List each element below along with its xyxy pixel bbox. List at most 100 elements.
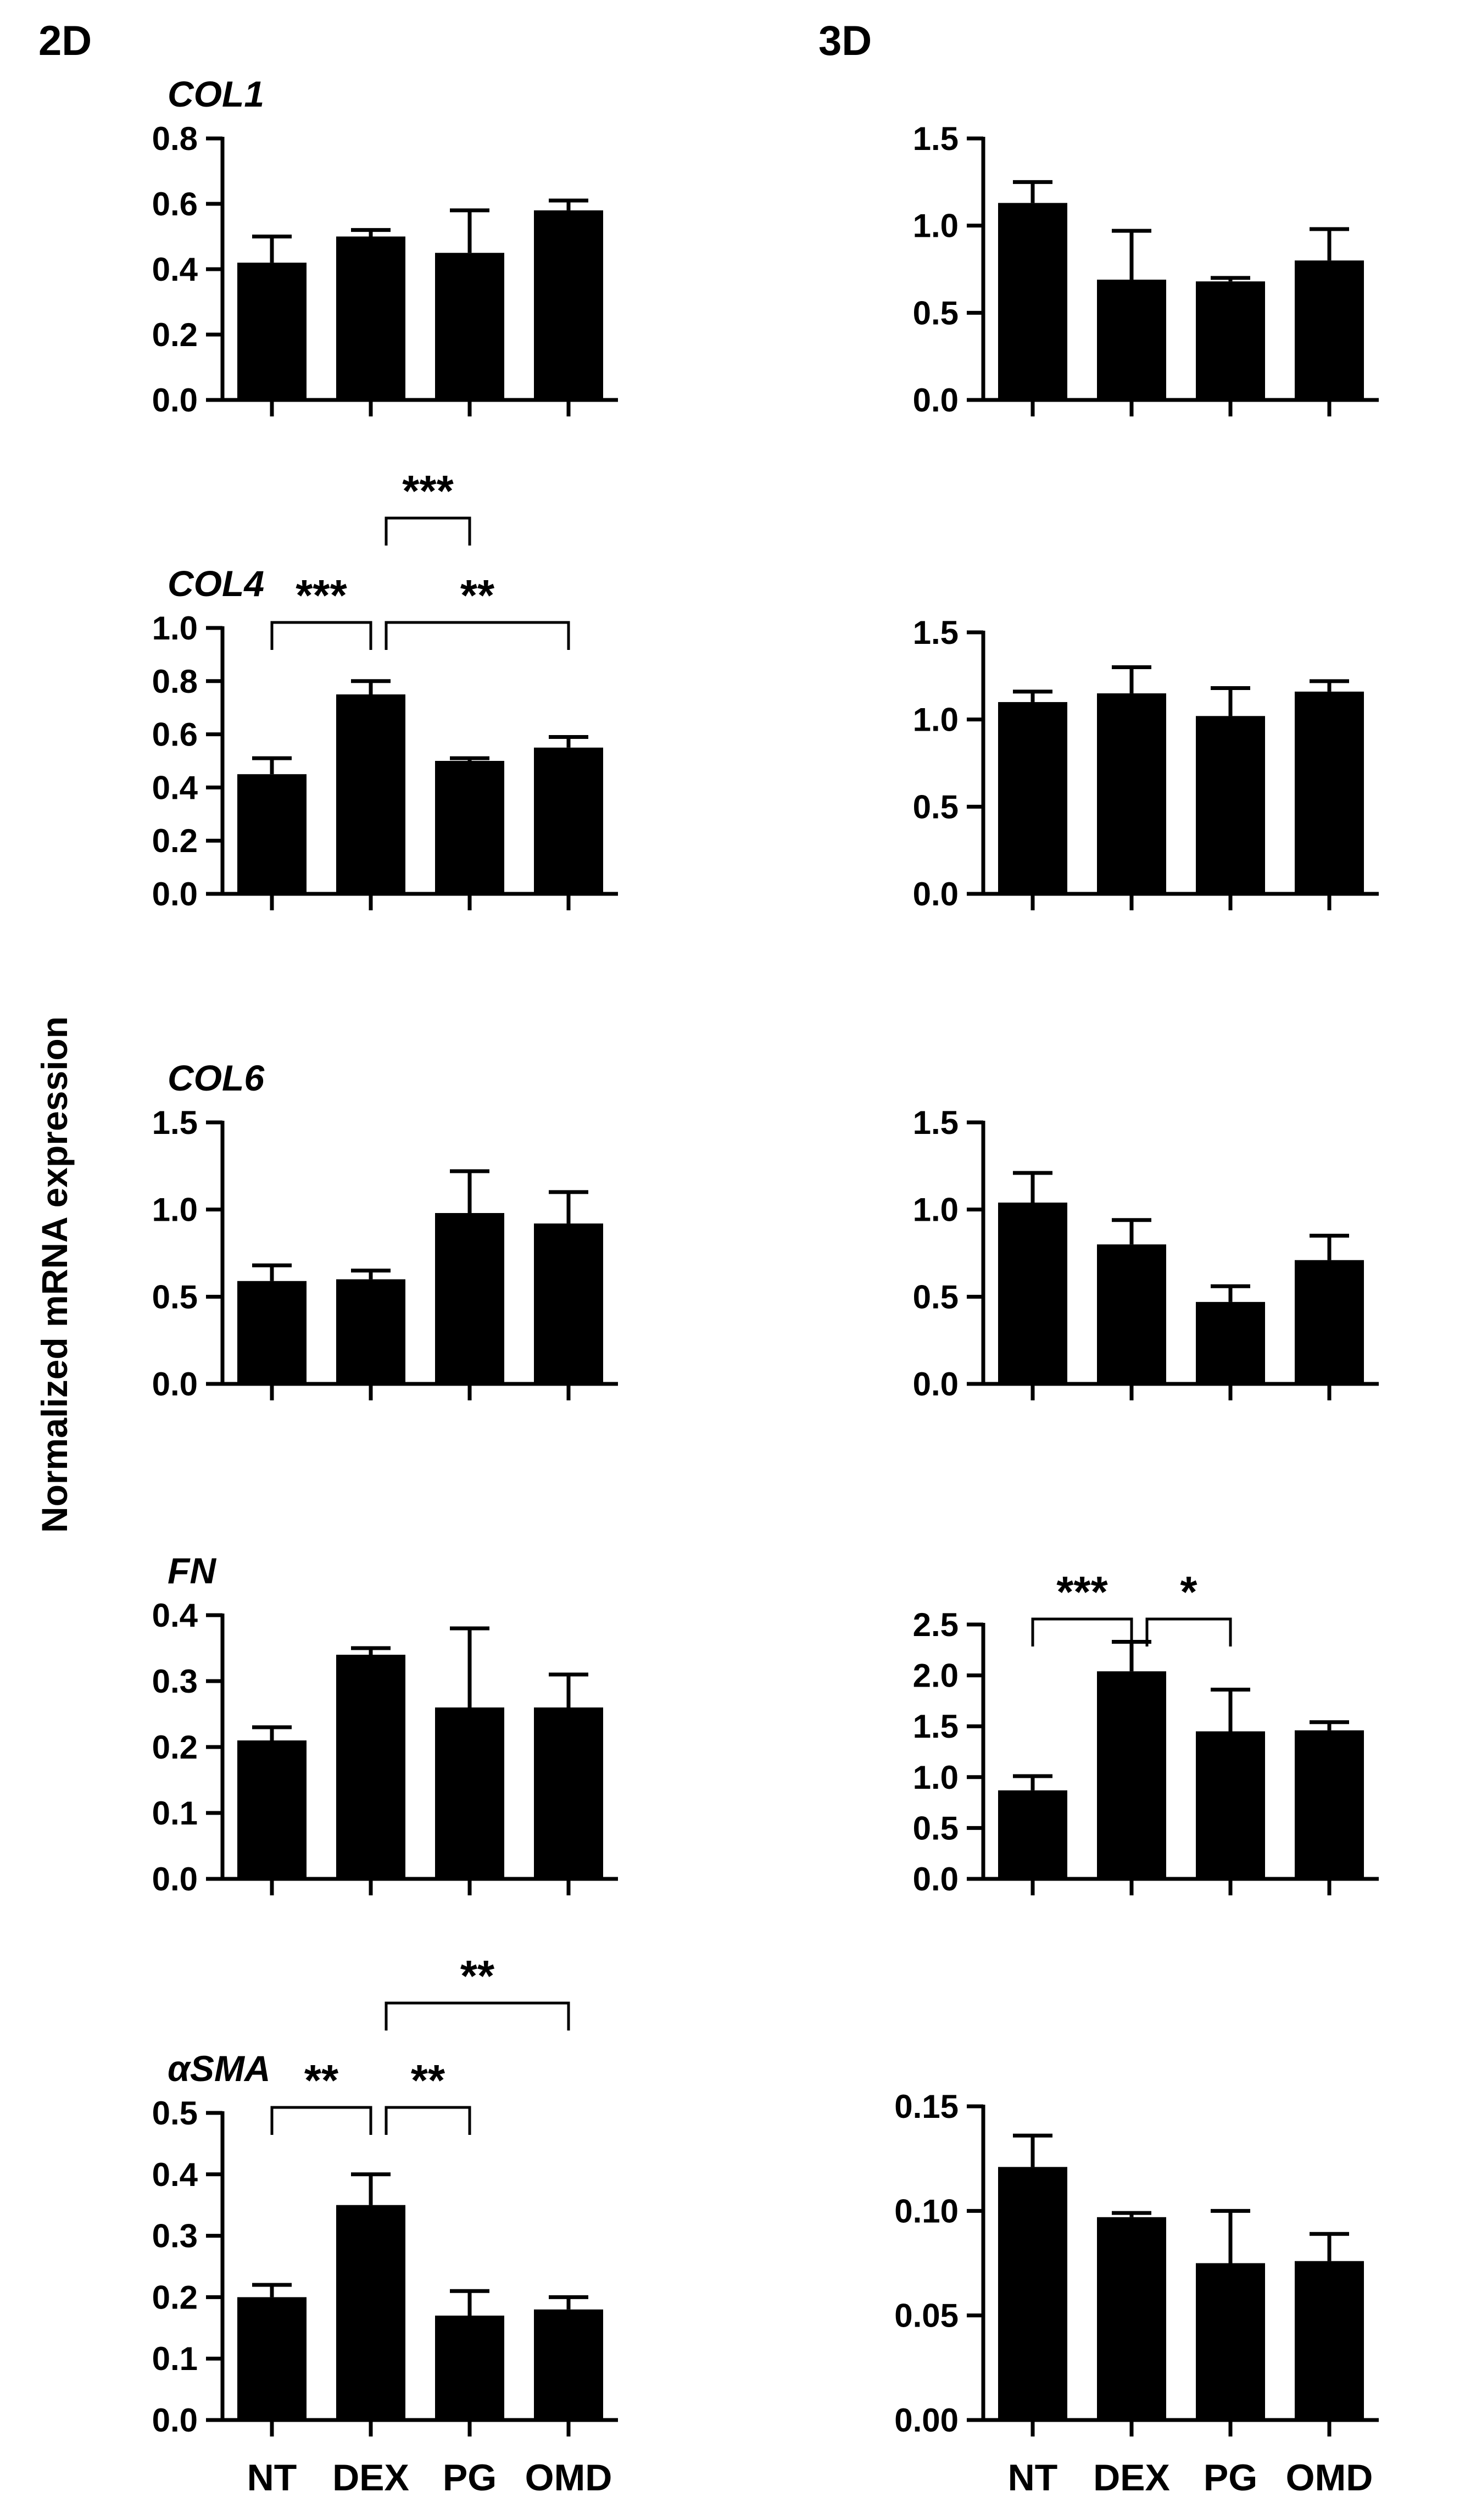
bar-DEX bbox=[336, 236, 405, 400]
y-tick-label: 0.0 bbox=[913, 382, 959, 419]
y-tick-label: 1.0 bbox=[913, 702, 959, 738]
bar-OMD bbox=[534, 1707, 603, 1879]
y-tick-label: 1.5 bbox=[152, 1104, 198, 1141]
panel-3D-COL6: 0.0 0.5 1.0 1.5 bbox=[913, 1104, 1379, 1403]
bar-NT bbox=[237, 1740, 307, 1879]
panel-3D-aSMA: 0.00 0.05 0.10 0.15 NT DEX PG OMD bbox=[894, 2088, 1379, 2499]
significance-bracket bbox=[270, 2106, 372, 2135]
x-tick-label-OMD: OMD bbox=[525, 2457, 612, 2499]
x-tick-label-DEX: DEX bbox=[1093, 2457, 1170, 2499]
significance-bracket bbox=[385, 2106, 471, 2135]
significance-label: ** bbox=[460, 571, 495, 620]
y-tick-label: 0.1 bbox=[152, 2340, 198, 2377]
significance-label: ** bbox=[460, 1951, 495, 2000]
bar-NT bbox=[998, 2167, 1067, 2420]
y-tick-label: 2.5 bbox=[913, 1606, 959, 1643]
y-tick-label: 0.0 bbox=[913, 1861, 959, 1898]
panel-3D-COL4: 0.0 0.5 1.0 1.5 bbox=[913, 614, 1379, 913]
y-tick-label: 0.2 bbox=[152, 2279, 198, 2316]
y-tick-label: 0.3 bbox=[152, 1663, 198, 1700]
significance-label: ** bbox=[304, 2056, 339, 2105]
y-tick-label: 0.0 bbox=[152, 2402, 198, 2439]
bar-DEX bbox=[336, 1279, 405, 1384]
x-tick-label-PG: PG bbox=[1204, 2457, 1257, 2499]
y-tick-label: 0.6 bbox=[152, 186, 198, 222]
bar-NT bbox=[237, 263, 307, 400]
y-tick-label: 1.5 bbox=[913, 1708, 959, 1745]
y-tick-label: 0.5 bbox=[913, 294, 959, 331]
significance-bracket bbox=[385, 2001, 570, 2031]
column-title-2d: 2D bbox=[38, 18, 92, 64]
bar-OMD bbox=[1295, 2261, 1364, 2420]
bar-NT bbox=[998, 203, 1067, 400]
significance-label: *** bbox=[402, 466, 454, 515]
bar-NT bbox=[998, 1790, 1067, 1879]
y-tick-label: 0.0 bbox=[913, 1366, 959, 1403]
bar-NT bbox=[237, 1281, 307, 1384]
y-tick-label: 0.2 bbox=[152, 316, 198, 353]
bar-OMD bbox=[534, 2309, 603, 2420]
significance-bracket bbox=[270, 621, 372, 650]
y-tick-label: 0.4 bbox=[152, 1597, 198, 1634]
bar-DEX bbox=[336, 1655, 405, 1879]
y-tick-label: 1.5 bbox=[913, 120, 959, 157]
panel-3D-COL1: 0.0 0.5 1.0 1.5 bbox=[913, 120, 1379, 419]
bar-DEX bbox=[1097, 280, 1166, 400]
y-axis-label: Normalized mRNA expression bbox=[34, 1016, 75, 1533]
bar-OMD bbox=[534, 747, 603, 894]
bar-DEX bbox=[336, 2205, 405, 2420]
significance-bracket bbox=[385, 516, 471, 546]
bar-PG bbox=[1196, 716, 1265, 894]
bar-PG bbox=[435, 2315, 504, 2420]
y-tick-label: 0.15 bbox=[894, 2088, 959, 2125]
y-tick-label: 0.4 bbox=[152, 769, 198, 806]
significance-label: *** bbox=[1056, 1567, 1108, 1616]
y-tick-label: 1.5 bbox=[913, 614, 959, 651]
bar-NT bbox=[998, 702, 1067, 894]
y-tick-label: 0.0 bbox=[913, 876, 959, 913]
significance-bracket bbox=[385, 621, 570, 650]
bar-OMD bbox=[1295, 1730, 1364, 1879]
panel-3D-FN: 0.00.51.01.52.02.5*** * bbox=[913, 1567, 1379, 1898]
x-tick-label-PG: PG bbox=[443, 2457, 497, 2499]
bar-PG bbox=[435, 253, 504, 400]
bar-OMD bbox=[1295, 1260, 1364, 1384]
significance-bracket bbox=[1145, 1617, 1232, 1646]
y-tick-label: 0.6 bbox=[152, 716, 198, 753]
x-tick-label-OMD: OMD bbox=[1286, 2457, 1373, 2499]
y-tick-label: 0.4 bbox=[152, 251, 198, 288]
panel-2D-COL6: COL6 0.0 0.5 1.0 1.5 bbox=[152, 1058, 618, 1403]
bar-DEX bbox=[1097, 1244, 1166, 1384]
significance-bracket bbox=[1031, 1617, 1133, 1646]
y-tick-label: 0.05 bbox=[894, 2298, 959, 2334]
panel-title: COL6 bbox=[168, 1058, 265, 1098]
y-tick-label: 0.3 bbox=[152, 2218, 198, 2255]
y-tick-label: 1.0 bbox=[152, 610, 198, 647]
bar-PG bbox=[1196, 281, 1265, 400]
bar-OMD bbox=[534, 1223, 603, 1384]
bar-PG bbox=[1196, 1301, 1265, 1384]
bar-DEX bbox=[1097, 2217, 1166, 2420]
panel-title: COL1 bbox=[168, 74, 264, 114]
bar-PG bbox=[1196, 1731, 1265, 1879]
panel-title: αSMA bbox=[168, 2048, 271, 2089]
panel-title: COL4 bbox=[168, 563, 264, 604]
y-tick-label: 0.0 bbox=[152, 1861, 198, 1898]
bar-DEX bbox=[1097, 693, 1166, 894]
panel-title: FN bbox=[168, 1550, 216, 1591]
y-tick-label: 0.5 bbox=[913, 1278, 959, 1315]
y-tick-label: 0.1 bbox=[152, 1795, 198, 1832]
significance-label: ** bbox=[411, 2056, 445, 2105]
chart-panels: COL10.00.20.40.60.80.00.51.01.5COL40.00.… bbox=[152, 74, 1379, 2499]
panel-2D-FN: FN 0.0 0.1 0.2 0.3 0.4 bbox=[152, 1550, 618, 1898]
y-tick-label: 1.0 bbox=[152, 1192, 198, 1228]
bar-OMD bbox=[534, 210, 603, 400]
bar-NT bbox=[237, 774, 307, 894]
y-tick-label: 0.0 bbox=[152, 1366, 198, 1403]
bar-NT bbox=[998, 1202, 1067, 1384]
y-tick-label: 0.5 bbox=[152, 2095, 198, 2132]
y-tick-label: 0.00 bbox=[894, 2402, 959, 2439]
